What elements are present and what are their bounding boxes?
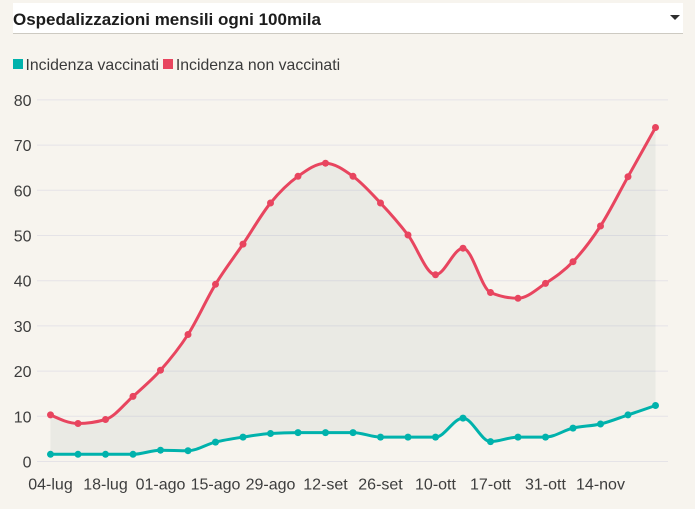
svg-text:31-ott: 31-ott bbox=[525, 477, 566, 494]
svg-text:50: 50 bbox=[14, 229, 32, 246]
svg-text:15-ago: 15-ago bbox=[191, 477, 241, 494]
svg-text:14-nov: 14-nov bbox=[576, 477, 625, 494]
svg-text:01-ago: 01-ago bbox=[136, 477, 186, 494]
svg-text:18-lug: 18-lug bbox=[83, 477, 127, 494]
svg-text:17-ott: 17-ott bbox=[470, 477, 511, 494]
svg-text:60: 60 bbox=[14, 183, 32, 200]
svg-text:0: 0 bbox=[23, 455, 32, 472]
svg-text:40: 40 bbox=[14, 274, 32, 291]
svg-text:26-set: 26-set bbox=[358, 477, 403, 494]
svg-text:29-ago: 29-ago bbox=[246, 477, 296, 494]
svg-text:10: 10 bbox=[14, 409, 32, 426]
svg-text:10-ott: 10-ott bbox=[415, 477, 456, 494]
svg-text:12-set: 12-set bbox=[303, 477, 348, 494]
svg-text:80: 80 bbox=[14, 93, 32, 110]
svg-text:20: 20 bbox=[14, 364, 32, 381]
svg-text:04-lug: 04-lug bbox=[28, 477, 72, 494]
svg-text:70: 70 bbox=[14, 138, 32, 155]
svg-text:30: 30 bbox=[14, 319, 32, 336]
